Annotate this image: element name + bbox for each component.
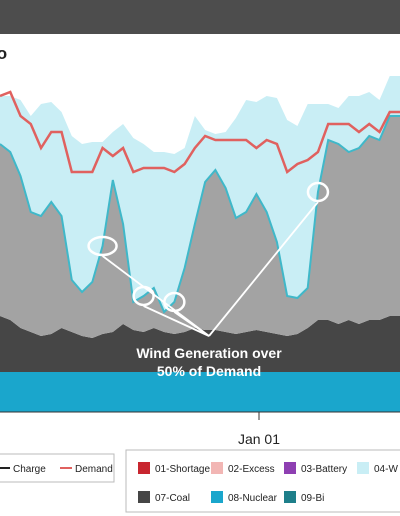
legend: Charge Demand 01-Shortage 02-Excess 03-Batte… [0,449,400,513]
demand-line-layer [0,90,400,175]
legend-label: Demand [75,464,113,475]
x-axis: Jan 01 [0,411,400,447]
highlight-circle [163,291,186,313]
legend-label: 03-Battery [301,464,347,475]
x-tick-label: Jan 01 [238,431,280,447]
header-bar [0,0,400,34]
area-07-coal [0,316,400,372]
legend-label: 02-Excess [228,464,275,475]
legend-swatch [138,462,150,474]
legend-label: 07-Coal [155,493,190,504]
legend-box-lines [0,453,115,483]
annotation-layer: Wind Generation over 50% of Demand [87,181,330,379]
legend-label: 08-Nuclear [228,493,278,504]
legend-swatch [284,462,296,474]
legend-label: Charge [13,464,46,475]
legend-label: 04-W [374,464,398,475]
legend-label: 01-Shortage [155,464,210,475]
highlight-circle [87,235,118,257]
chart-title: io [0,44,8,63]
legend-swatch [357,462,369,474]
annotation-arrow [143,305,210,337]
legend-label: 09-Bi [301,493,324,504]
gas-top-edge [0,115,400,314]
annotation-line-2: 50% of Demand [157,363,261,379]
demand-line [0,90,400,175]
highlight-circle [306,181,330,203]
legend-box-fills [125,449,400,513]
legend-swatch [138,491,150,503]
annotation-line-1: Wind Generation over [136,345,282,361]
legend-swatch [284,491,296,503]
legend-swatch [211,491,223,503]
area-06-gas [0,116,400,338]
legend-swatch [211,462,223,474]
annotation-arrow [173,311,210,337]
area-08-nuclear [0,372,400,412]
annotation-arrow [208,201,319,337]
highlight-circle [132,285,155,307]
stacked-areas [0,76,400,412]
